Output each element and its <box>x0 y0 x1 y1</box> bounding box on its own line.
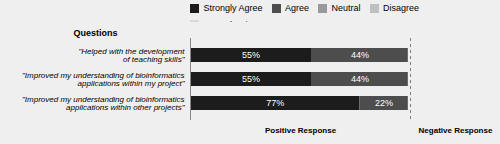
html-text:Neutral: Neutral <box>331 3 361 14</box>
html-text:Agree: Agree <box>285 3 310 14</box>
svg-text:44%: 44% <box>351 50 369 60</box>
svg-text:"Improved my understanding of: "Improved my understanding of bioinforma… <box>22 95 186 112</box>
svg-text:Questions: Questions <box>73 28 117 38</box>
svg-text:"Helped with the developmentof: "Helped with the developmentof teaching … <box>78 47 185 64</box>
svg-text:44%: 44% <box>351 74 369 84</box>
html-text:Strongly Agree: Strongly Agree <box>203 3 263 14</box>
svg-text:Negative Response: Negative Response <box>419 126 493 135</box>
svg-text:22%: 22% <box>375 98 393 108</box>
svg-text:"Improved my understanding of: "Improved my understanding of bioinforma… <box>22 71 186 88</box>
svg-text:55%: 55% <box>242 74 260 84</box>
html-text:Disagree: Disagree <box>383 3 420 14</box>
svg-text:55%: 55% <box>242 50 260 60</box>
svg-text:Positive Response: Positive Response <box>265 126 337 135</box>
svg-text:77%: 77% <box>266 98 284 108</box>
